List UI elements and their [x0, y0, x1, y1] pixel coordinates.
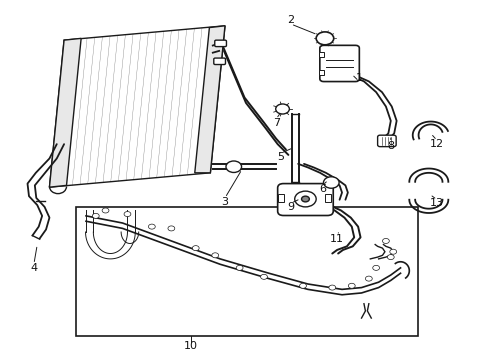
Text: 2: 2 [286, 15, 294, 26]
Polygon shape [49, 39, 81, 187]
Text: 12: 12 [429, 139, 443, 149]
FancyBboxPatch shape [277, 184, 332, 216]
Circle shape [301, 196, 309, 202]
Bar [76, 207, 417, 336]
Text: 3: 3 [221, 197, 228, 207]
Text: 5: 5 [277, 152, 284, 162]
Circle shape [328, 285, 335, 290]
Circle shape [236, 265, 243, 270]
Text: 4: 4 [30, 263, 38, 273]
Bar [278, 194, 284, 202]
Circle shape [148, 224, 155, 229]
Circle shape [124, 212, 131, 217]
Circle shape [275, 104, 289, 114]
Circle shape [347, 283, 354, 288]
Text: 8: 8 [386, 141, 393, 151]
Circle shape [294, 191, 316, 207]
Circle shape [102, 208, 109, 213]
Text: 11: 11 [329, 234, 344, 244]
Circle shape [372, 265, 379, 270]
Circle shape [211, 253, 218, 258]
Circle shape [323, 177, 338, 188]
Bar [325, 194, 330, 202]
FancyBboxPatch shape [213, 58, 225, 64]
Circle shape [389, 249, 396, 254]
Text: 6: 6 [318, 184, 325, 194]
FancyBboxPatch shape [377, 135, 395, 147]
Circle shape [192, 246, 199, 251]
Circle shape [299, 283, 306, 288]
Circle shape [316, 32, 333, 45]
Polygon shape [194, 26, 224, 173]
Bar [318, 69, 323, 75]
Circle shape [260, 274, 267, 279]
Bar [318, 51, 323, 57]
Text: 1: 1 [355, 73, 362, 83]
Text: 7: 7 [272, 118, 279, 128]
Text: 9: 9 [286, 202, 294, 212]
Circle shape [386, 255, 393, 260]
FancyBboxPatch shape [319, 45, 359, 82]
Circle shape [365, 276, 371, 281]
FancyBboxPatch shape [214, 40, 226, 46]
Polygon shape [49, 26, 224, 187]
Circle shape [167, 226, 174, 231]
Circle shape [382, 238, 388, 243]
Text: 10: 10 [183, 341, 198, 351]
Circle shape [92, 213, 99, 219]
Circle shape [225, 161, 241, 172]
Text: 13: 13 [429, 198, 443, 208]
